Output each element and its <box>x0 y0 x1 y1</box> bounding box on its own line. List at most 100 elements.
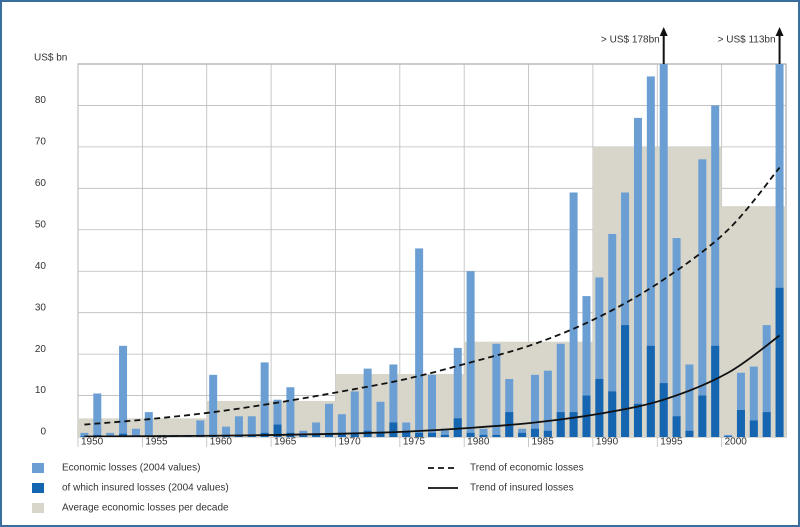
legend: Economic losses (2004 values) of which in… <box>32 463 584 514</box>
y-tick-label: 30 <box>35 302 47 313</box>
legend-swatch <box>32 463 44 473</box>
y-tick-label: 40 <box>35 261 47 272</box>
insured-bar <box>749 420 758 437</box>
insured-bar <box>685 430 694 437</box>
annotation: > US$ 178bn <box>601 35 660 46</box>
economic-bar <box>209 374 218 437</box>
legend-swatch <box>32 503 44 513</box>
y-tick-label: 0 <box>40 427 46 438</box>
annotation: > US$ 113bn <box>718 35 776 46</box>
x-tick-label: 1965 <box>274 437 297 448</box>
economic-bar <box>80 432 89 437</box>
insured-bar <box>312 434 321 437</box>
insured-bar <box>428 432 436 437</box>
insured-bar <box>724 436 733 437</box>
economic-bar <box>569 192 578 437</box>
economic-bar <box>376 401 385 437</box>
labels: 0 10 20 30 40 50 60 70 80 1950 1955 1960 1965 1970 197… <box>35 27 784 448</box>
economic-bar <box>144 412 153 437</box>
insured-bar <box>389 422 398 437</box>
insured-bar <box>350 432 359 437</box>
insured-bar <box>646 345 655 437</box>
economic-bar <box>685 364 694 437</box>
economic-bar <box>711 105 720 437</box>
economic-bar <box>222 426 231 437</box>
economic-bar <box>646 76 655 437</box>
economic-bar <box>389 364 398 437</box>
economic-bar <box>582 296 591 437</box>
economic-bar <box>260 362 269 437</box>
insured-bar <box>543 430 552 437</box>
insured-bar <box>466 432 475 437</box>
arrow-head <box>659 27 668 36</box>
x-tick-label: 2000 <box>725 437 748 448</box>
insured-bar <box>518 432 527 437</box>
economic-bar <box>131 428 140 437</box>
x-tick-label: 1955 <box>145 437 168 448</box>
economic-bar <box>337 414 346 437</box>
insured-bar <box>479 434 488 437</box>
economic-bar <box>363 368 372 437</box>
economic-bar <box>273 399 282 437</box>
arrow-head <box>775 27 784 36</box>
insured-bar <box>440 434 449 437</box>
insured-bar <box>608 391 617 437</box>
insured-bar <box>595 378 604 437</box>
legend-label: Trend of economic losses <box>470 463 584 474</box>
x-tick-label: 1995 <box>660 437 683 448</box>
economic-bar <box>556 343 565 437</box>
trend-line <box>84 167 781 426</box>
insured-bar <box>273 424 282 437</box>
y-tick-label: 50 <box>35 219 47 230</box>
insured-bar <box>415 432 424 437</box>
insured-bar <box>672 416 681 437</box>
insured-bar <box>736 410 745 437</box>
insured-bar <box>556 412 565 437</box>
economic-bar <box>234 416 243 437</box>
economic-bar <box>196 420 205 437</box>
economic-bar <box>530 374 539 437</box>
economic-bar <box>312 422 321 437</box>
economic-bar <box>402 422 411 437</box>
economic-bar <box>749 366 758 437</box>
y-axis-label: US$ bn <box>34 53 67 64</box>
economic-bar <box>440 428 449 437</box>
economic-bar <box>492 343 501 437</box>
insured-bar <box>402 430 411 437</box>
legend-label: Economic losses (2004 values) <box>62 463 200 474</box>
y-tick-label: 70 <box>35 137 47 148</box>
trend-line <box>84 334 781 437</box>
insured-bar <box>299 435 308 437</box>
economic-bar <box>415 248 424 437</box>
insured-bar <box>363 430 372 437</box>
trends <box>84 167 781 437</box>
economic-bar <box>428 374 436 437</box>
insured-bar <box>569 412 578 437</box>
insured-bar <box>530 428 539 437</box>
economic-bar <box>762 325 771 437</box>
y-tick-label: 10 <box>35 385 47 396</box>
y-tick-label: 80 <box>35 95 47 106</box>
economic-bar <box>119 345 128 437</box>
economic-bar <box>350 391 359 437</box>
legend-label: Average economic losses per decade <box>62 503 229 514</box>
economic-bar <box>325 403 334 437</box>
economic-bar <box>736 372 745 437</box>
x-tick-label: 1970 <box>338 437 361 448</box>
x-tick-label: 1950 <box>81 437 104 448</box>
x-tick-label: 1990 <box>596 437 619 448</box>
economic-bar <box>247 416 256 437</box>
economic-bar <box>543 370 552 437</box>
insured-bar <box>453 418 462 437</box>
insured-bar <box>621 325 630 437</box>
economic-bar <box>633 117 642 437</box>
economic-bar <box>621 192 630 437</box>
economic-bar <box>595 277 604 437</box>
x-tick-label: 1980 <box>467 437 490 448</box>
economic-bar <box>286 387 295 437</box>
insured-bar <box>775 287 784 437</box>
economic-bar <box>93 393 102 437</box>
legend-label: Trend of insured losses <box>470 483 574 494</box>
y-tick-label: 60 <box>35 178 47 189</box>
